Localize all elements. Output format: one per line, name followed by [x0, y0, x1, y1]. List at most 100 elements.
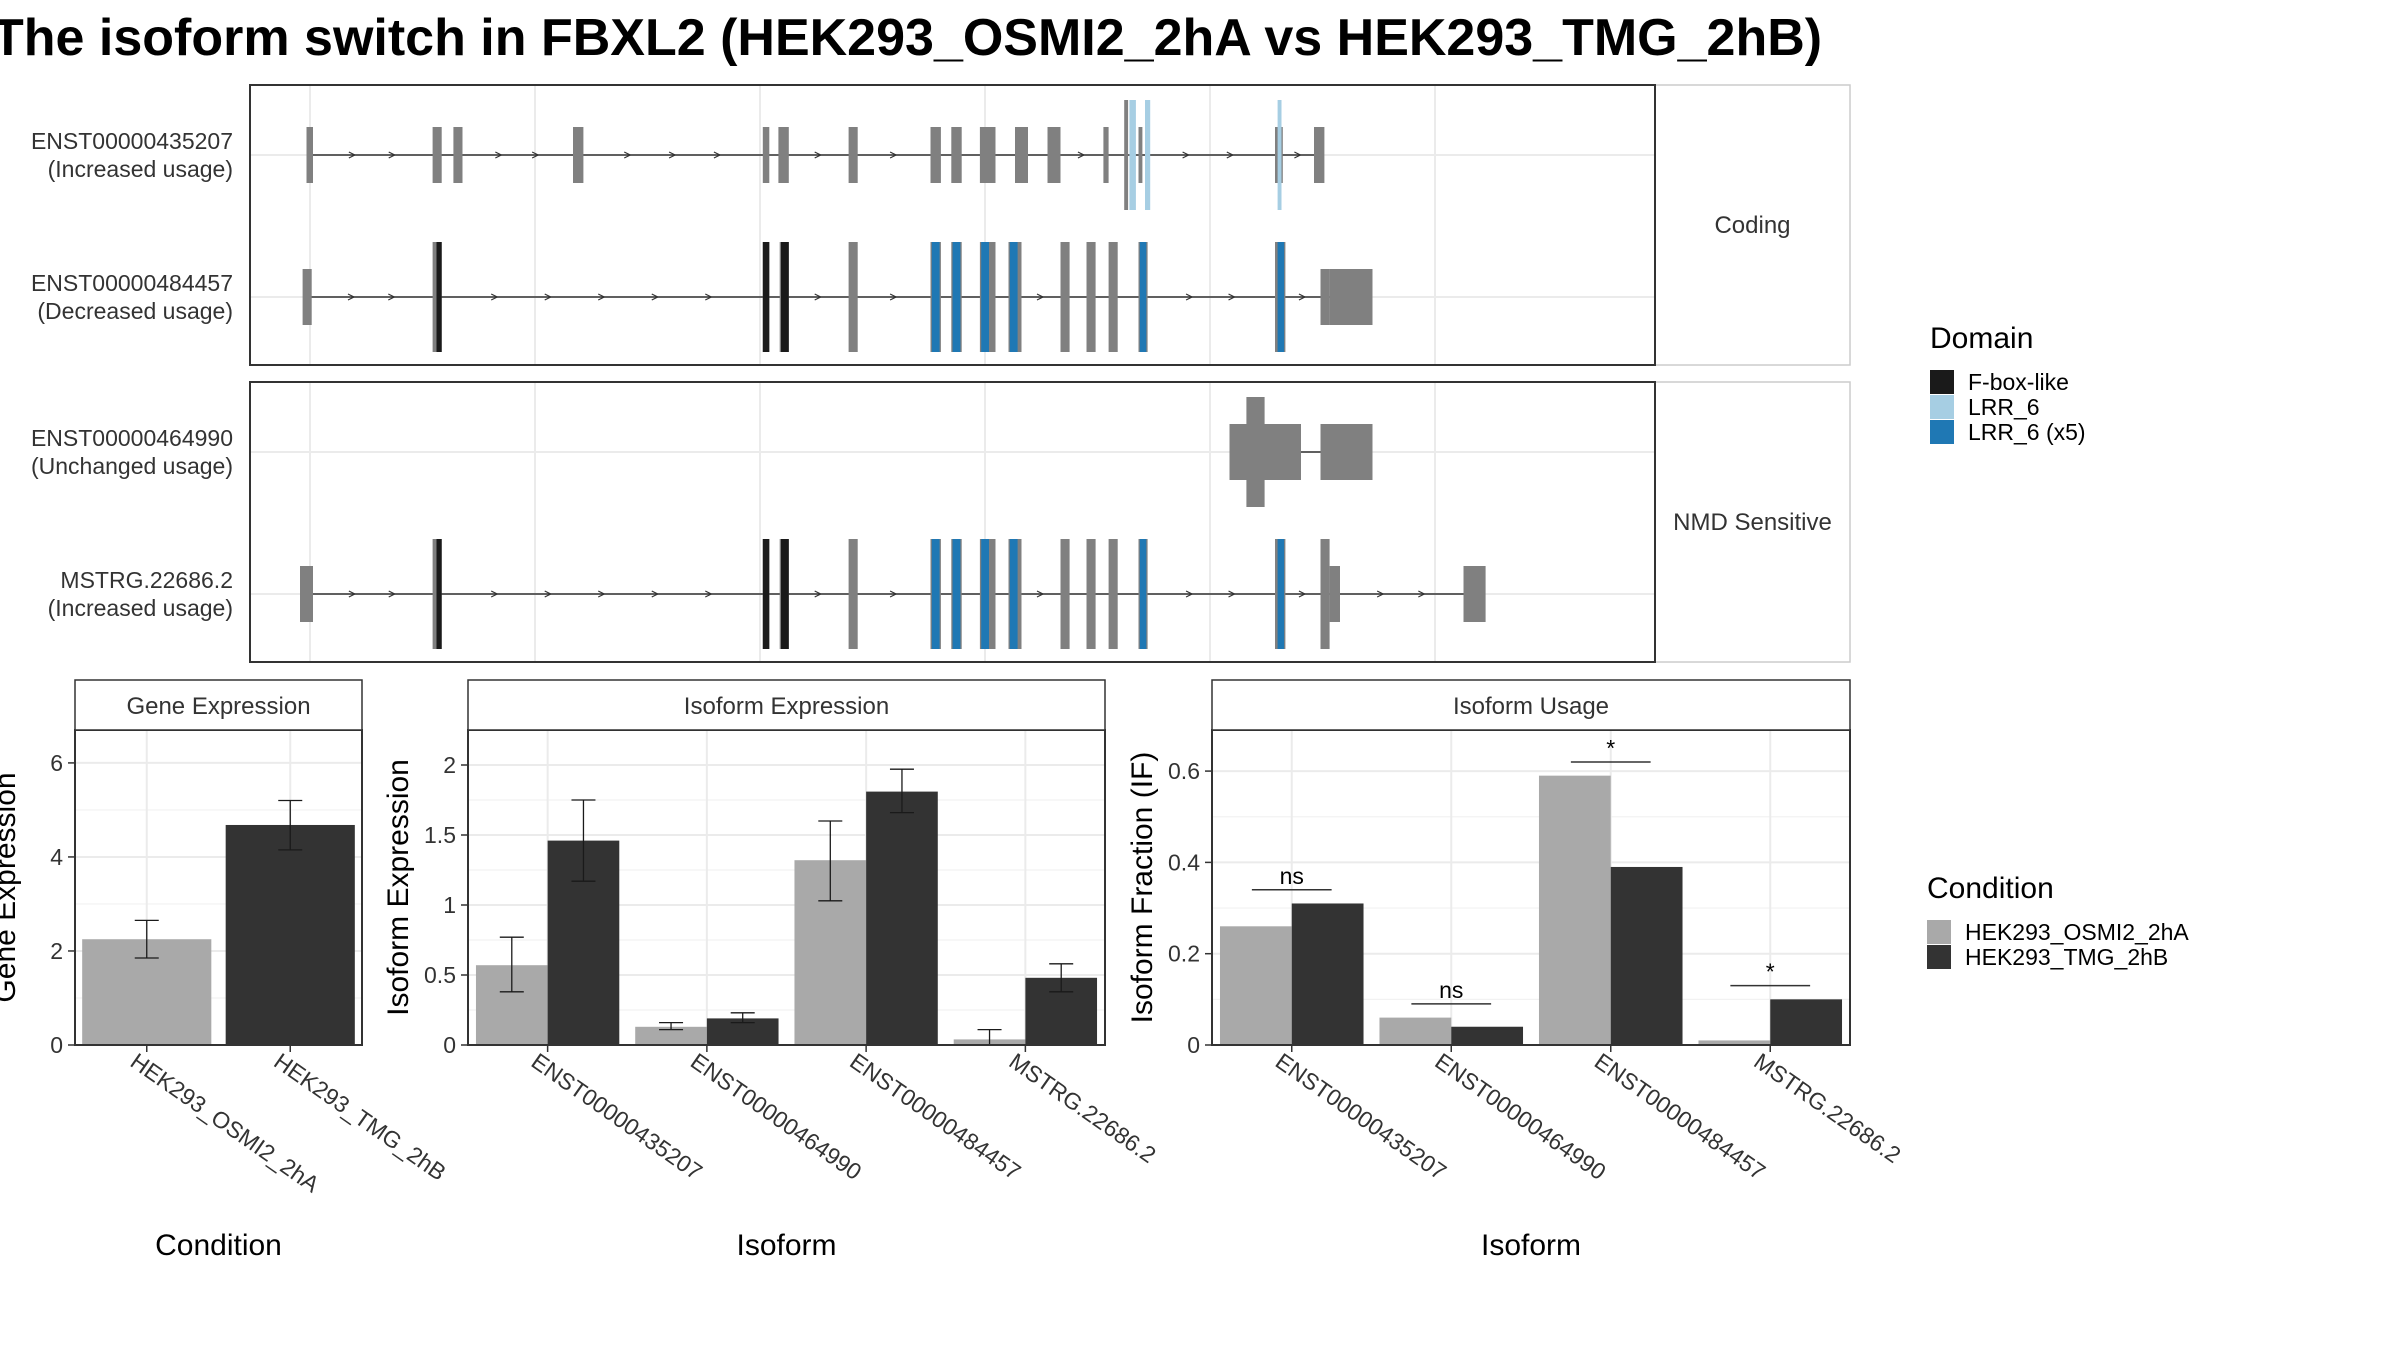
exon [1015, 127, 1028, 183]
y-tick-label: 0 [1187, 1032, 1200, 1058]
protein-domain [1129, 100, 1136, 210]
bar [1451, 1026, 1524, 1045]
y-tick-label: 2 [50, 938, 63, 964]
protein-domain [931, 242, 940, 352]
legend-swatch [1930, 370, 1954, 394]
x-axis-title: Isoform [1481, 1229, 1581, 1262]
exon [1086, 242, 1096, 352]
exon [848, 242, 858, 352]
direction-arrow [388, 590, 397, 598]
exon [1108, 242, 1118, 352]
isoform-track: ENST00000435207(Increased usage) [31, 100, 1325, 210]
direction-arrow [705, 590, 713, 598]
protein-domain [1009, 242, 1018, 352]
direction-arrow [597, 293, 606, 301]
bar-chart: 0 0.5 1 1.5 2 ENST00000435207ENST00000464990E… [382, 679, 1161, 1262]
direction-arrow [490, 590, 499, 598]
direction-arrow [1228, 590, 1236, 598]
isoform-id-label: ENST00000464990 [31, 425, 233, 451]
direction-arrow [1036, 293, 1045, 301]
protein-domain [1145, 100, 1151, 210]
significance-label: * [1766, 959, 1775, 985]
legend-title: Domain [1930, 322, 2033, 355]
y-tick-label: 0.5 [424, 962, 456, 988]
exon [1229, 424, 1301, 480]
direction-arrow [1185, 590, 1194, 598]
exon [1138, 127, 1143, 183]
significance-label: ns [1439, 977, 1463, 1003]
direction-arrow [705, 293, 713, 301]
protein-domain [436, 242, 442, 352]
chart-title-strip [1211, 679, 1851, 731]
direction-arrow [388, 151, 397, 159]
exon [453, 127, 463, 183]
isoform-id-label: ENST00000435207 [31, 128, 233, 154]
direction-arrow [544, 590, 553, 598]
x-tick-label: ENST00000464990 [686, 1048, 866, 1185]
chart-title: Isoform Expression [684, 693, 889, 720]
protein-domain [1277, 100, 1282, 210]
facet-strip-label: NMD Sensitive [1673, 509, 1832, 536]
direction-arrow [889, 151, 898, 159]
protein-domain [952, 242, 961, 352]
legend-swatch [1930, 395, 1954, 419]
exon [1060, 539, 1070, 649]
isoform-usage-label: (Increased usage) [48, 156, 233, 182]
x-tick-label: ENST00000464990 [1430, 1048, 1610, 1185]
protein-domain [952, 539, 961, 649]
exon [1320, 424, 1373, 480]
legend-label: HEK293_TMG_2hB [1965, 944, 2168, 970]
x-tick-label: MSTRG.22686.2 [1005, 1048, 1161, 1168]
bar [1219, 926, 1292, 1045]
x-axis-title: Isoform [736, 1229, 836, 1262]
legend-label: LRR_6 (x5) [1968, 419, 2086, 445]
direction-arrow [668, 151, 677, 159]
protein-domain [762, 539, 770, 649]
isoform-id-label: ENST00000484457 [31, 270, 233, 296]
direction-arrow [531, 151, 540, 159]
structure-panel: NMD Sensitive ENST00000464990(Unchanged u… [31, 381, 1851, 663]
isoform-track: ENST00000464990(Unchanged usage) [31, 397, 1373, 507]
direction-arrow [544, 293, 553, 301]
y-axis-title: Gene Expression [0, 772, 22, 1002]
legend-swatch [1930, 420, 1954, 444]
exon [1314, 127, 1325, 183]
direction-arrow [814, 293, 823, 301]
y-axis-title: Isoform Expression [382, 759, 415, 1016]
x-tick-label: ENST00000435207 [527, 1048, 707, 1185]
bar [1538, 775, 1611, 1045]
exon [762, 127, 770, 183]
exon [1108, 539, 1118, 649]
direction-arrow [623, 151, 632, 159]
bar [225, 824, 355, 1045]
direction-arrow [348, 151, 357, 159]
significance-label: ns [1280, 863, 1304, 889]
chart-title-strip [74, 679, 363, 731]
exon [1329, 269, 1373, 325]
protein-domain [1277, 539, 1285, 649]
direction-arrow [597, 590, 606, 598]
facet-strip-label: Coding [1714, 212, 1790, 239]
bar [1379, 1017, 1452, 1045]
direction-arrow [1228, 293, 1236, 301]
chart-title: Gene Expression [126, 693, 310, 720]
bar [1610, 866, 1683, 1045]
chart-title-strip [467, 679, 1106, 731]
direction-arrow [1294, 151, 1302, 159]
direction-arrow [1182, 151, 1190, 159]
legend-label: HEK293_OSMI2_2hA [1965, 919, 2189, 945]
figure-title: The isoform switch in FBXL2 (HEK293_OSMI… [0, 9, 1822, 67]
direction-arrow [347, 293, 356, 301]
x-tick-label: MSTRG.22686.2 [1749, 1048, 1905, 1168]
legend-swatch [1927, 920, 1951, 944]
direction-arrow [1226, 151, 1235, 159]
direction-arrow [1185, 293, 1194, 301]
direction-arrow [713, 151, 722, 159]
y-tick-label: 1 [443, 892, 456, 918]
exon [1124, 100, 1129, 210]
significance-label: * [1606, 735, 1615, 761]
